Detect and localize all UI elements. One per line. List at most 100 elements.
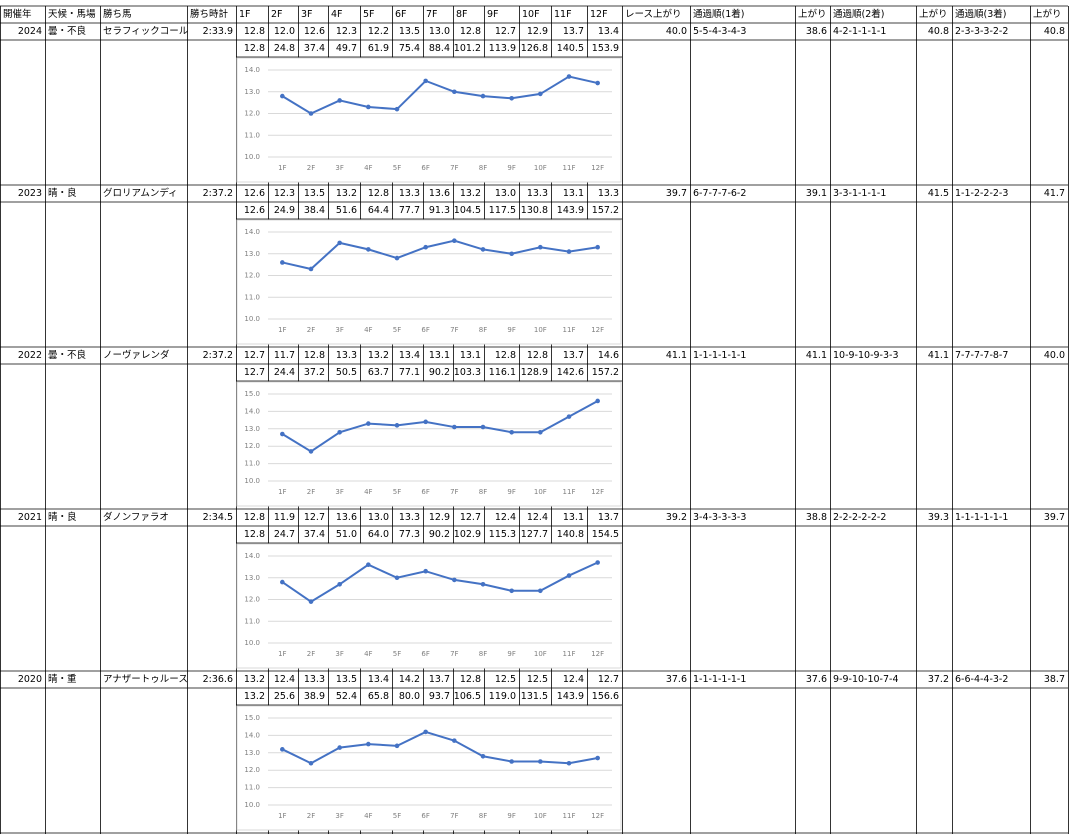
lap-line	[282, 239, 598, 271]
x-tick-label: 8F	[479, 650, 487, 658]
x-tick-label: 1F	[278, 812, 286, 820]
lap-point	[337, 745, 342, 750]
y-tick-label: 14.0	[244, 228, 260, 236]
weather: 晴・良	[48, 511, 77, 523]
lap-point	[509, 95, 514, 101]
header-cell: 通過順(3着)	[955, 8, 1006, 20]
lap-point	[509, 429, 514, 435]
x-tick-label: 1F	[278, 164, 286, 172]
winner: グロリアムンディ	[103, 187, 178, 199]
race-agari: 41.1	[666, 350, 687, 361]
header-cell: 上がり	[798, 8, 827, 20]
lap-point	[509, 759, 514, 764]
lap-point	[308, 111, 314, 116]
cumulative-time: 77.1	[399, 367, 420, 378]
lap-point	[480, 247, 486, 252]
y-tick-label: 14.0	[244, 552, 260, 560]
cumulative-time: 93.7	[429, 691, 450, 702]
y-tick-label: 14.0	[244, 66, 260, 74]
x-tick-label: 10F	[534, 326, 547, 334]
x-tick-label: 10F	[534, 488, 547, 496]
header-cell: 5F	[363, 9, 375, 20]
lap-point	[509, 251, 514, 257]
x-tick-label: 2F	[307, 650, 315, 658]
lap-point	[394, 255, 400, 261]
x-tick-label: 10F	[534, 812, 547, 820]
agari-3rd: 40.0	[1044, 350, 1065, 361]
win-time: 2:37.2	[203, 350, 233, 361]
cumulative-time: 101.2	[454, 43, 481, 54]
y-tick-label: 11.0	[244, 784, 260, 792]
race-agari: 39.7	[666, 188, 687, 199]
lap-line	[281, 75, 598, 115]
cumulative-time: 127.7	[521, 529, 548, 540]
lap-point	[452, 738, 457, 743]
agari-3rd: 41.7	[1044, 188, 1065, 199]
x-tick-label: 3F	[335, 812, 343, 820]
lap-point	[337, 240, 342, 246]
x-tick-label: 7F	[450, 326, 458, 334]
y-tick-label: 12.0	[244, 766, 260, 774]
lap-time: 14.2	[399, 674, 420, 685]
y-tick-label: 13.0	[244, 749, 260, 757]
cumulative-time: 115.3	[489, 529, 516, 540]
lap-point	[566, 760, 572, 766]
passing-3rd: 1-1-1-1-1-1	[955, 512, 1008, 523]
lap-point	[566, 573, 572, 578]
lap-point	[280, 747, 285, 752]
x-tick-label: 9F	[507, 326, 515, 334]
lap-line	[281, 400, 599, 453]
y-tick-label: 11.0	[244, 460, 260, 468]
x-tick-label: 5F	[393, 164, 401, 172]
passing-1st: 1-1-1-1-1-1	[693, 350, 746, 361]
agari-3rd: 39.7	[1044, 512, 1065, 523]
win-time: 2:33.9	[203, 26, 233, 37]
x-tick-label: 11F	[563, 488, 576, 496]
year: 2020	[18, 674, 42, 685]
y-tick-label: 12.0	[244, 110, 260, 118]
cumulative-time: 51.0	[336, 529, 357, 540]
lap-point	[538, 588, 543, 594]
cumulative-time: 130.8	[521, 205, 548, 216]
lap-time: 12.6	[304, 26, 325, 37]
x-tick-label: 6F	[421, 650, 429, 658]
cumulative-time: 142.6	[557, 367, 584, 378]
lap-point	[308, 599, 314, 604]
lap-time: 12.8	[527, 350, 548, 361]
x-tick-label: 3F	[335, 164, 343, 172]
passing-1st: 6-7-7-7-6-2	[693, 188, 746, 199]
lap-point	[452, 577, 457, 583]
header-cell: 上がり	[1033, 8, 1062, 20]
y-tick-label: 12.0	[244, 272, 260, 280]
y-tick-label: 10.0	[244, 315, 260, 323]
lap-time: 13.2	[244, 674, 265, 685]
header-cell: レース上がり	[625, 8, 682, 20]
header-cell: 天候・馬場	[48, 8, 96, 20]
cumulative-time: 38.9	[304, 691, 325, 702]
lap-line	[281, 561, 599, 603]
lap-point	[337, 98, 342, 103]
cumulative-time: 128.9	[521, 367, 548, 378]
cumulative-time: 156.6	[592, 691, 619, 702]
cumulative-time: 140.5	[557, 43, 584, 54]
lap-time: 11.7	[274, 350, 295, 361]
x-tick-label: 8F	[479, 164, 487, 172]
lap-point	[337, 429, 342, 435]
lap-time: 12.9	[527, 26, 548, 37]
lap-time: 12.7	[495, 26, 516, 37]
cumulative-time: 25.6	[274, 691, 295, 702]
y-tick-label: 13.0	[244, 88, 260, 96]
x-tick-label: 12F	[591, 488, 604, 496]
lap-point	[566, 249, 572, 254]
passing-2nd: 10-9-10-9-3-3	[833, 350, 899, 361]
agari-1st: 38.8	[806, 512, 827, 523]
lap-time: 13.5	[336, 674, 357, 685]
cumulative-time: 24.4	[274, 367, 295, 378]
passing-1st: 5-5-4-3-4-3	[693, 26, 746, 37]
agari-3rd: 38.7	[1044, 674, 1065, 685]
lap-point	[538, 244, 543, 250]
agari-1st: 41.1	[806, 350, 827, 361]
lap-point	[480, 424, 486, 430]
x-tick-label: 9F	[507, 812, 515, 820]
